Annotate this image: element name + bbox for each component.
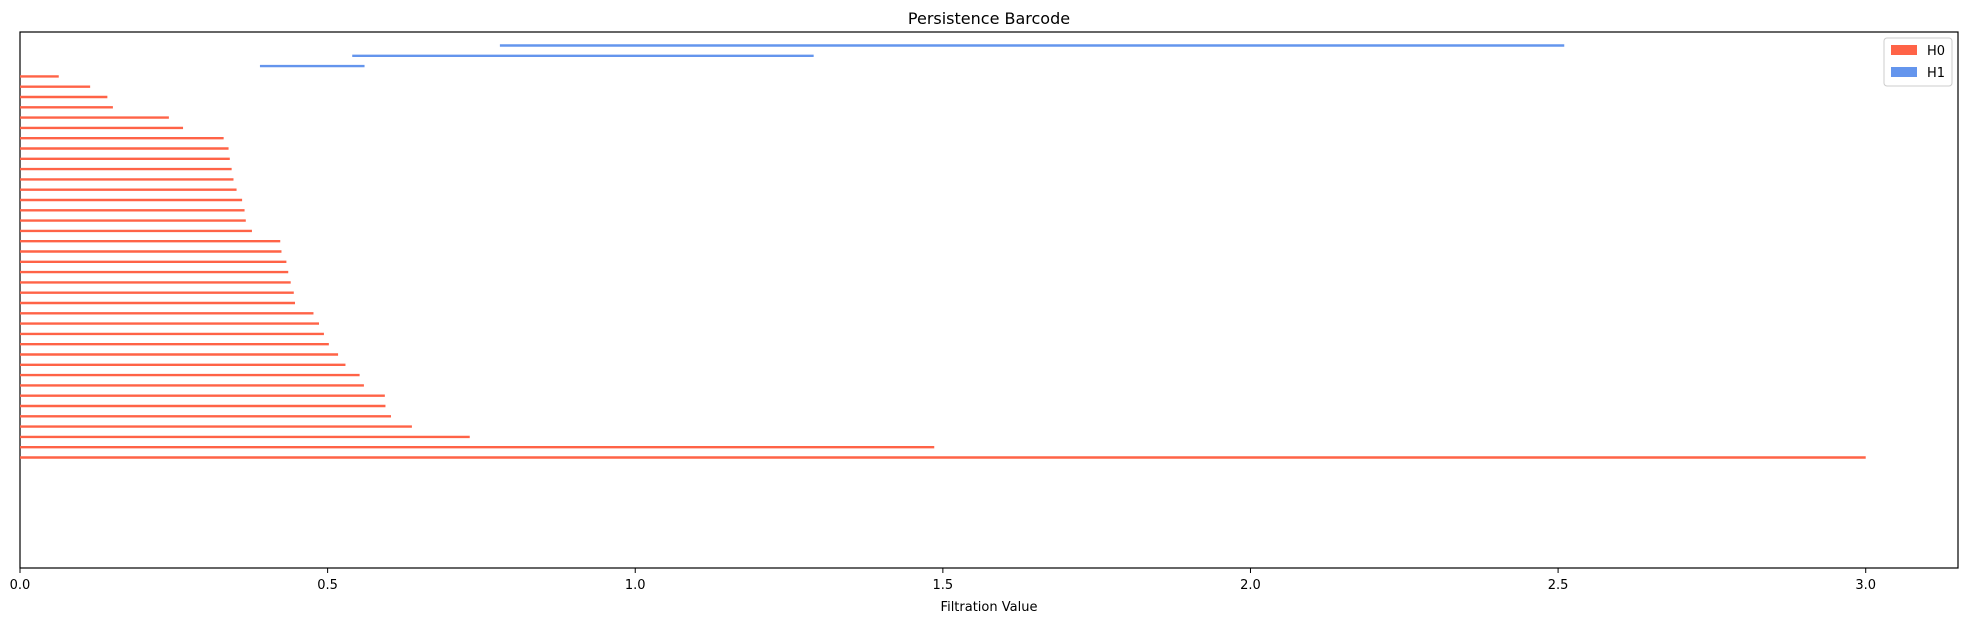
x-axis-ticks: 0.0 0.5 1.0 1.5 2.0 2.5 3.0 bbox=[10, 568, 1876, 593]
legend-swatch-h0 bbox=[1891, 45, 1917, 55]
x-tick-label-5: 2.5 bbox=[1548, 578, 1569, 593]
bars-group bbox=[20, 44, 1866, 459]
plot-area-frame bbox=[19, 31, 1959, 569]
x-tick-label-6: 3.0 bbox=[1855, 578, 1876, 593]
x-tick-label-4: 2.0 bbox=[1240, 578, 1261, 593]
x-tick-label-3: 1.5 bbox=[933, 578, 954, 593]
legend-label-h0: H0 bbox=[1927, 44, 1945, 59]
x-tick-label-0: 0.0 bbox=[10, 578, 31, 593]
x-tick-label-2: 1.0 bbox=[625, 578, 646, 593]
legend-label-h1: H1 bbox=[1927, 66, 1945, 81]
chart-title: Persistence Barcode bbox=[908, 9, 1070, 28]
legend: H0 H1 bbox=[1883, 37, 1953, 87]
x-tick-label-1: 0.5 bbox=[317, 578, 338, 593]
x-axis-label: Filtration Value bbox=[941, 600, 1038, 615]
legend-swatch-h1 bbox=[1891, 67, 1917, 77]
